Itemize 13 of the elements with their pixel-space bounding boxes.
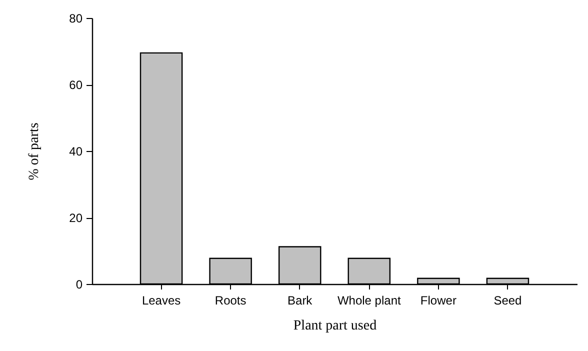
x-axis-title: Plant part used [293, 318, 377, 334]
x-tick-label: Leaves [142, 294, 181, 308]
y-tick-label: 0 [76, 278, 83, 292]
x-tick-label: Whole plant [337, 294, 402, 308]
y-tick-label: 80 [69, 12, 83, 26]
y-axis-title: % of parts [27, 122, 42, 180]
x-tick-label: Roots [214, 294, 246, 308]
y-tick-label: 40 [69, 144, 83, 158]
x-tick-label: Flower [420, 294, 456, 308]
x-tick-label: Seed [494, 294, 522, 308]
x-tick-label: Bark [288, 294, 314, 308]
y-tick-label: 60 [69, 78, 83, 92]
y-tick-label: 20 [69, 211, 83, 225]
